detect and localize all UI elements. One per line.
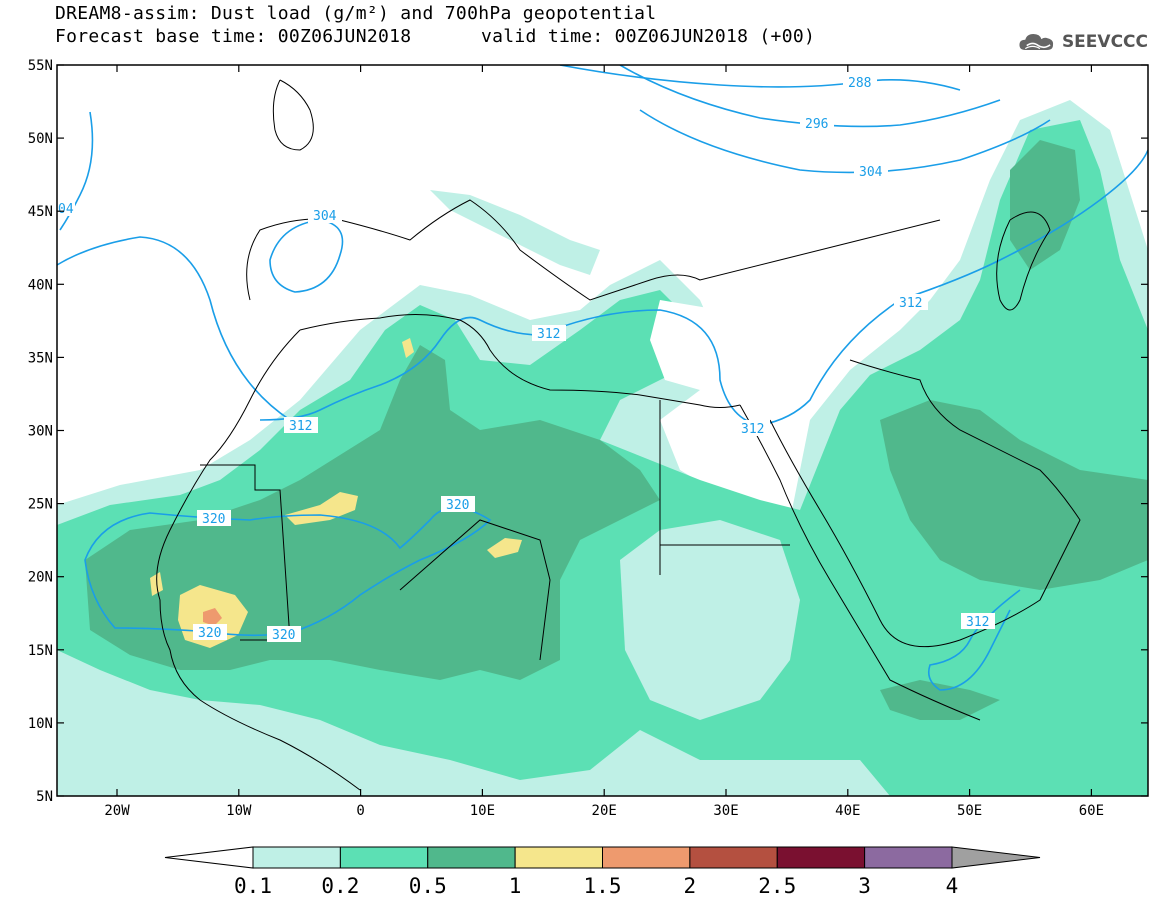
contour-label: 312 (741, 422, 764, 437)
dust-level-1 (487, 538, 522, 558)
contour-label: 320 (198, 626, 221, 641)
colorbar-tick-label: 0.5 (409, 874, 447, 898)
coast-red-sea (739, 404, 981, 721)
colorbar-tick-label: 4 (946, 874, 959, 898)
dust-clear-zone (650, 300, 730, 390)
dust-level-1.5 (203, 608, 222, 626)
coast-arabia (769, 359, 1081, 648)
lat-label: 35N (28, 350, 53, 366)
logo-text: SEEVCCC (1061, 32, 1148, 52)
contour-304 (639, 109, 1051, 174)
seevccc-logo: SEEVCCC (1018, 24, 1148, 60)
contour-label: 320 (446, 498, 469, 513)
border-libya-egypt (659, 400, 790, 575)
coast-africa-west (156, 329, 361, 791)
valid-time: valid time: 00Z06JUN2018 (+00) (481, 26, 816, 47)
colorbar-segment (689, 846, 778, 869)
map-title: DREAM8-assim: Dust load (g/m²) and 700hP… (55, 3, 657, 24)
colorbar-tick-label: 2.5 (758, 874, 796, 898)
contour-304-west (57, 236, 291, 421)
contour-label: 312 (289, 419, 312, 434)
contour-label: 304 (859, 165, 883, 180)
contour-label: 296 (805, 117, 828, 132)
lat-label: 20N (28, 570, 53, 586)
map-axes: 55N 50N 45N 40N 35N 30N 25N 20N 15N 10N 5N 20W 10W 0 1… (28, 58, 1148, 819)
colorbar-segment (427, 846, 516, 869)
colorbar-segment (514, 846, 603, 869)
contour-label: 288 (848, 76, 871, 91)
contour-288 (559, 65, 961, 91)
lon-label: 60E (1079, 803, 1104, 819)
colorbar-tick-label: 0.1 (234, 874, 272, 898)
dust-level-1 (402, 338, 414, 358)
dust-fields (57, 100, 1148, 796)
contour-304-iberia (269, 219, 344, 293)
colorbar-tick-label: 1.5 (584, 874, 622, 898)
colorbar-tick-label: 0.2 (321, 874, 359, 898)
lon-label: 20W (104, 803, 130, 819)
cloud-icon (1019, 33, 1054, 51)
colorbar-segment (339, 846, 429, 869)
dust-level-0.5 (880, 400, 1148, 590)
lon-label: 10E (470, 803, 495, 819)
forecast-base-time: Forecast base time: 00Z06JUN2018 (55, 26, 412, 47)
contour-304-nw (59, 111, 94, 231)
lon-label: 10W (226, 803, 252, 819)
contour-312 (259, 149, 1148, 426)
lon-label: 50E (957, 803, 982, 819)
colorbar-over-triangle (951, 846, 1041, 869)
colorbar-segment (252, 846, 341, 869)
lon-label: 0 (356, 803, 364, 819)
border-niger-chad (399, 519, 551, 661)
lat-label: 5N (36, 789, 53, 805)
lat-label: 40N (28, 277, 53, 293)
coast-uk (272, 79, 314, 151)
lon-label: 20E (592, 803, 617, 819)
contour-label: 312 (966, 615, 989, 630)
dust-level-1 (285, 492, 358, 525)
lat-label: 50N (28, 131, 53, 147)
lon-label: 30E (713, 803, 738, 819)
contour-label: 304 (313, 209, 337, 224)
contour-label-group: 288 296 304 304 04 312 312 312 312 312 3… (57, 74, 995, 643)
colorbar-segment (864, 846, 953, 869)
contour-label: 312 (899, 296, 922, 311)
border-caspian (996, 211, 1051, 311)
colorbar-under-triangle (164, 846, 254, 869)
dust-level-0.1 (430, 190, 600, 275)
colorbar-segment (776, 846, 866, 869)
contour-label: 04 (58, 202, 74, 217)
colorbar: 0.1 0.2 0.5 1 1.5 2 2.5 3 4 (164, 846, 1041, 898)
contour-label: 320 (272, 628, 295, 643)
contour-label: 312 (537, 327, 560, 342)
lat-label: 55N (28, 58, 53, 74)
dust-clear-zone (620, 520, 800, 720)
colorbar-segment (602, 846, 691, 869)
colorbar-tick-label: 2 (684, 874, 697, 898)
lat-label: 45N (28, 204, 53, 220)
colorbar-tick-label: 3 (858, 874, 871, 898)
lat-label: 30N (28, 424, 53, 440)
lat-label: 25N (28, 497, 53, 513)
contour-label: 320 (202, 512, 225, 527)
lat-label: 15N (28, 643, 53, 659)
lat-label: 10N (28, 716, 53, 732)
dust-level-0.5 (1010, 140, 1080, 270)
coast-north-africa (299, 313, 741, 408)
colorbar-tick-label: 1 (509, 874, 522, 898)
lon-label: 40E (835, 803, 860, 819)
